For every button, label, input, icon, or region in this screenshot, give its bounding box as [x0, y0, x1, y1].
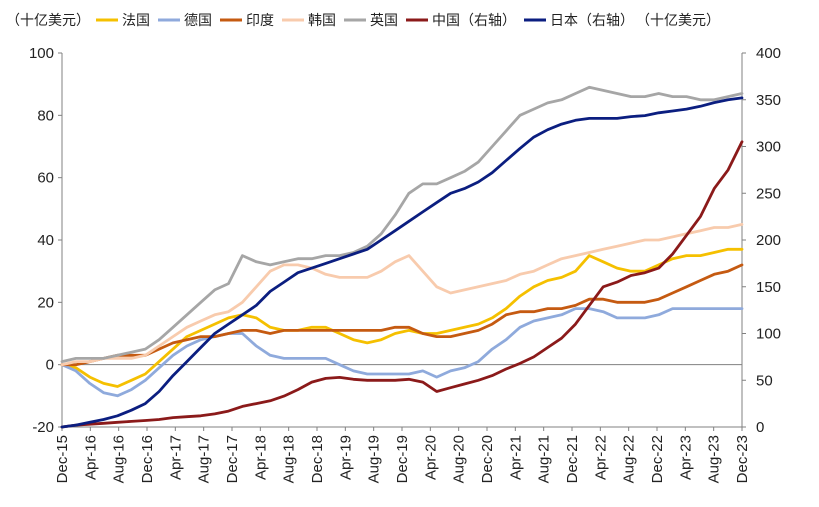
x-tick-label: Dec-19	[394, 435, 411, 483]
left-tick-label: -20	[32, 419, 54, 436]
left-tick-label: 20	[37, 294, 54, 311]
right-tick-label: 100	[756, 326, 781, 343]
series-line-3	[60, 263, 744, 367]
x-tick-label: Apr-16	[82, 435, 99, 480]
legend-entry: 印度	[246, 13, 274, 29]
right-tick-label: 150	[756, 279, 781, 296]
x-tick-label: Aug-21	[536, 435, 553, 483]
x-tick-label: Dec-15	[54, 435, 71, 483]
x-tick-label: Apr-20	[422, 435, 439, 480]
series-layer	[60, 85, 744, 429]
legend-unit-note-right: （十亿美元）	[636, 13, 720, 29]
x-tick-label: Dec-20	[479, 435, 496, 483]
right-tick-label: 250	[756, 185, 781, 202]
x-tick-label: Aug-18	[281, 435, 298, 483]
right-tick-label: 50	[756, 372, 773, 389]
x-tick-label: Dec-23	[734, 435, 751, 483]
right-tick-label: 0	[756, 419, 764, 436]
series-line-1	[60, 247, 744, 388]
left-tick-label: 80	[37, 107, 54, 124]
x-tick-label: Aug-20	[451, 435, 468, 483]
right-tick-label: 300	[756, 139, 781, 156]
x-tick-label: Apr-21	[507, 435, 524, 480]
series-line-2	[60, 307, 744, 398]
x-tick-label: Dec-16	[139, 435, 156, 483]
x-tick-label: Aug-22	[621, 435, 638, 483]
legend-entry: 法国	[122, 13, 150, 29]
series-line-7	[60, 96, 744, 429]
left-tick-label: 0	[46, 357, 54, 374]
legend-unit-note: （十亿美元）	[6, 13, 90, 29]
x-tick-label: Dec-21	[564, 435, 581, 483]
legend-entry: 中国（右轴）	[432, 13, 516, 29]
legend-entry: 韩国	[308, 13, 336, 29]
legend-entry: 日本（右轴）	[550, 13, 634, 29]
x-tick-label: Apr-17	[167, 435, 184, 480]
series-line-5	[60, 85, 744, 364]
legend: （十亿美元） 法国 德国 印度 韩国 英国 中国（右轴） 日本（右轴） （十亿美元）	[6, 12, 720, 29]
x-tick-label: Apr-22	[592, 435, 609, 480]
x-tick-label: Apr-19	[337, 435, 354, 480]
right-tick-label: 200	[756, 232, 781, 249]
left-tick-label: 100	[29, 45, 54, 62]
left-tick-label: 40	[37, 232, 54, 249]
x-tick-label: Dec-17	[224, 435, 241, 483]
x-tick-label: Aug-17	[196, 435, 213, 483]
legend-entry: 英国	[370, 12, 398, 29]
x-tick-label: Dec-22	[649, 435, 666, 483]
x-tick-label: Aug-23	[706, 435, 723, 483]
left-tick-label: 60	[37, 170, 54, 187]
right-tick-label: 400	[756, 45, 781, 62]
x-tick-label: Apr-18	[252, 435, 269, 480]
legend-entry: 德国	[184, 13, 212, 29]
axes: -20 0 20 40 60 80 100 0 50 100 150 200 250 300 350 400 D…	[29, 45, 781, 483]
series-line-4	[60, 222, 744, 367]
right-tick-label: 350	[756, 92, 781, 109]
series-line-6	[60, 140, 744, 429]
x-tick-label: Aug-19	[366, 435, 383, 483]
x-tick-label: Dec-18	[309, 435, 326, 483]
x-tick-label: Apr-23	[677, 435, 694, 480]
x-tick-label: Aug-16	[111, 435, 128, 483]
